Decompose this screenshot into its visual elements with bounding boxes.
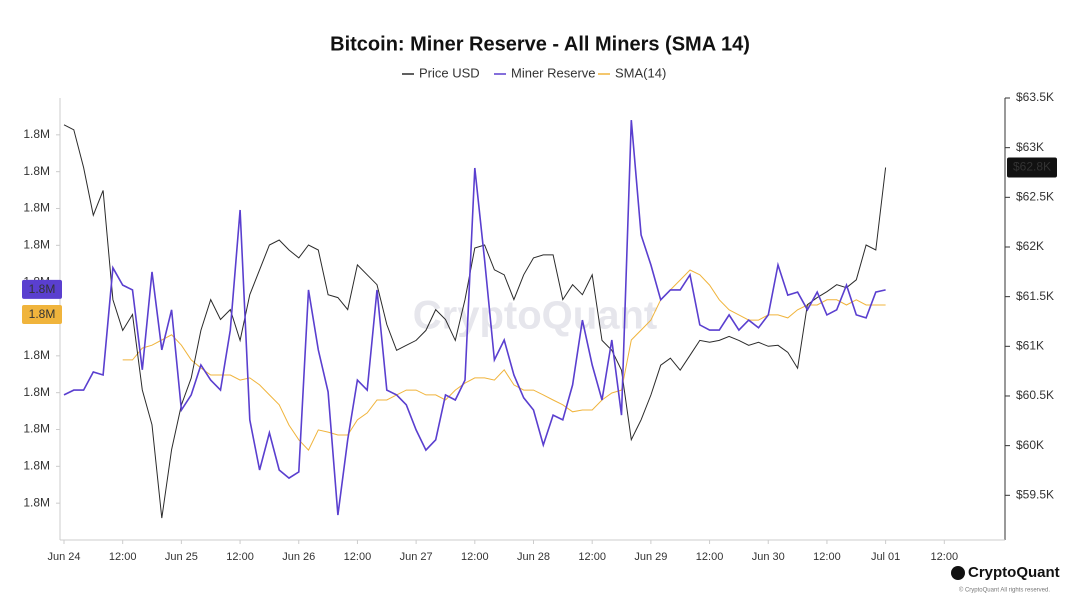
y-tick-label: 1.8M <box>23 127 50 141</box>
x-tick-label: 12:00 <box>461 551 489 563</box>
chart-title: Bitcoin: Miner Reserve - All Miners (SMA… <box>330 33 750 55</box>
x-tick-label: Jun 27 <box>400 551 433 563</box>
x-tick-label: 12:00 <box>226 551 254 563</box>
current-price-box <box>1007 157 1057 178</box>
x-tick-label: Jun 28 <box>517 551 550 563</box>
current-price-label: $62.8K <box>1013 160 1051 174</box>
legend-label: SMA(14) <box>615 65 666 80</box>
current-value-label: 1.8M <box>29 307 56 321</box>
x-tick-label: Jun 24 <box>47 551 80 563</box>
x-tick-label: Jun 26 <box>282 551 315 563</box>
y2-tick-label: $60.5K <box>1016 388 1054 402</box>
brand-logo <box>951 566 965 580</box>
x-tick-label: Jun 30 <box>752 551 785 563</box>
y2-tick-label: $61.5K <box>1016 289 1054 303</box>
y2-tick-label: $59.5K <box>1016 487 1054 501</box>
x-tick-label: Jul 01 <box>871 551 900 563</box>
x-tick-label: 12:00 <box>813 551 841 563</box>
y2-tick-label: $60K <box>1016 438 1044 452</box>
x-tick-label: 12:00 <box>696 551 724 563</box>
series-line <box>63 124 887 519</box>
legend-label: Miner Reserve <box>511 65 596 80</box>
y2-tick-label: $62K <box>1016 239 1044 253</box>
current-value-label: 1.8M <box>29 282 56 296</box>
x-tick-label: Jun 29 <box>634 551 667 563</box>
y-tick-label: 1.8M <box>23 164 50 178</box>
y2-tick-label: $63K <box>1016 140 1044 154</box>
x-tick-label: 12:00 <box>931 551 959 563</box>
y-tick-label: 1.8M <box>23 385 50 399</box>
x-tick-label: 12:00 <box>109 551 137 563</box>
y-tick-label: 1.8M <box>23 348 50 362</box>
y-tick-label: 1.8M <box>23 238 50 252</box>
current-value-box <box>22 279 62 299</box>
y-tick-label: 1.8M <box>23 422 50 436</box>
y2-tick-label: $61K <box>1016 338 1044 352</box>
brand: CryptoQuant <box>968 564 1060 581</box>
series-line <box>63 120 886 516</box>
watermark: CryptoQuant <box>413 294 657 338</box>
x-tick-label: 12:00 <box>578 551 606 563</box>
x-tick-label: 12:00 <box>344 551 372 563</box>
legend-label: Price USD <box>419 65 480 80</box>
current-value-box <box>22 305 62 325</box>
y-tick-label: 1.8M <box>23 459 50 473</box>
y-tick-label: 1.8M <box>23 495 50 509</box>
copyright: © CryptoQuant All rights reserved. <box>959 587 1050 594</box>
y2-tick-label: $63.5K <box>1016 90 1054 104</box>
y-tick-label: 1.8M <box>23 201 50 215</box>
y2-tick-label: $62.5K <box>1016 189 1054 203</box>
series-line <box>122 269 886 451</box>
x-tick-label: Jun 25 <box>165 551 198 563</box>
